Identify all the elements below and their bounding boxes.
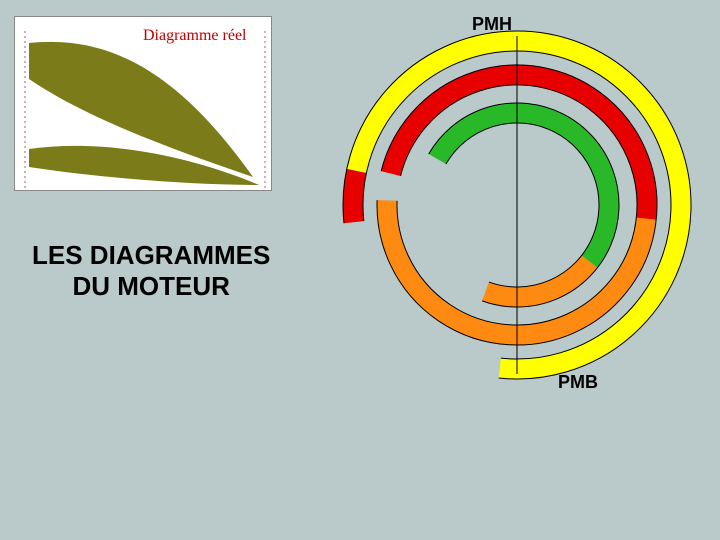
real-diagram-caption: Diagramme réel — [143, 27, 247, 45]
page-title: LES DIAGRAMMES DU MOTEUR — [32, 240, 270, 302]
real-diagram-thumbnail: Diagramme réel — [14, 16, 272, 191]
label-pmb: PMB — [558, 372, 598, 393]
engine-cycle-rings — [322, 20, 712, 390]
slide-canvas: Diagramme réel LES DIAGRAMMES DU MOTEUR … — [0, 0, 720, 540]
title-line1: LES DIAGRAMMES — [32, 240, 270, 270]
title-line2: DU MOTEUR — [72, 271, 229, 301]
